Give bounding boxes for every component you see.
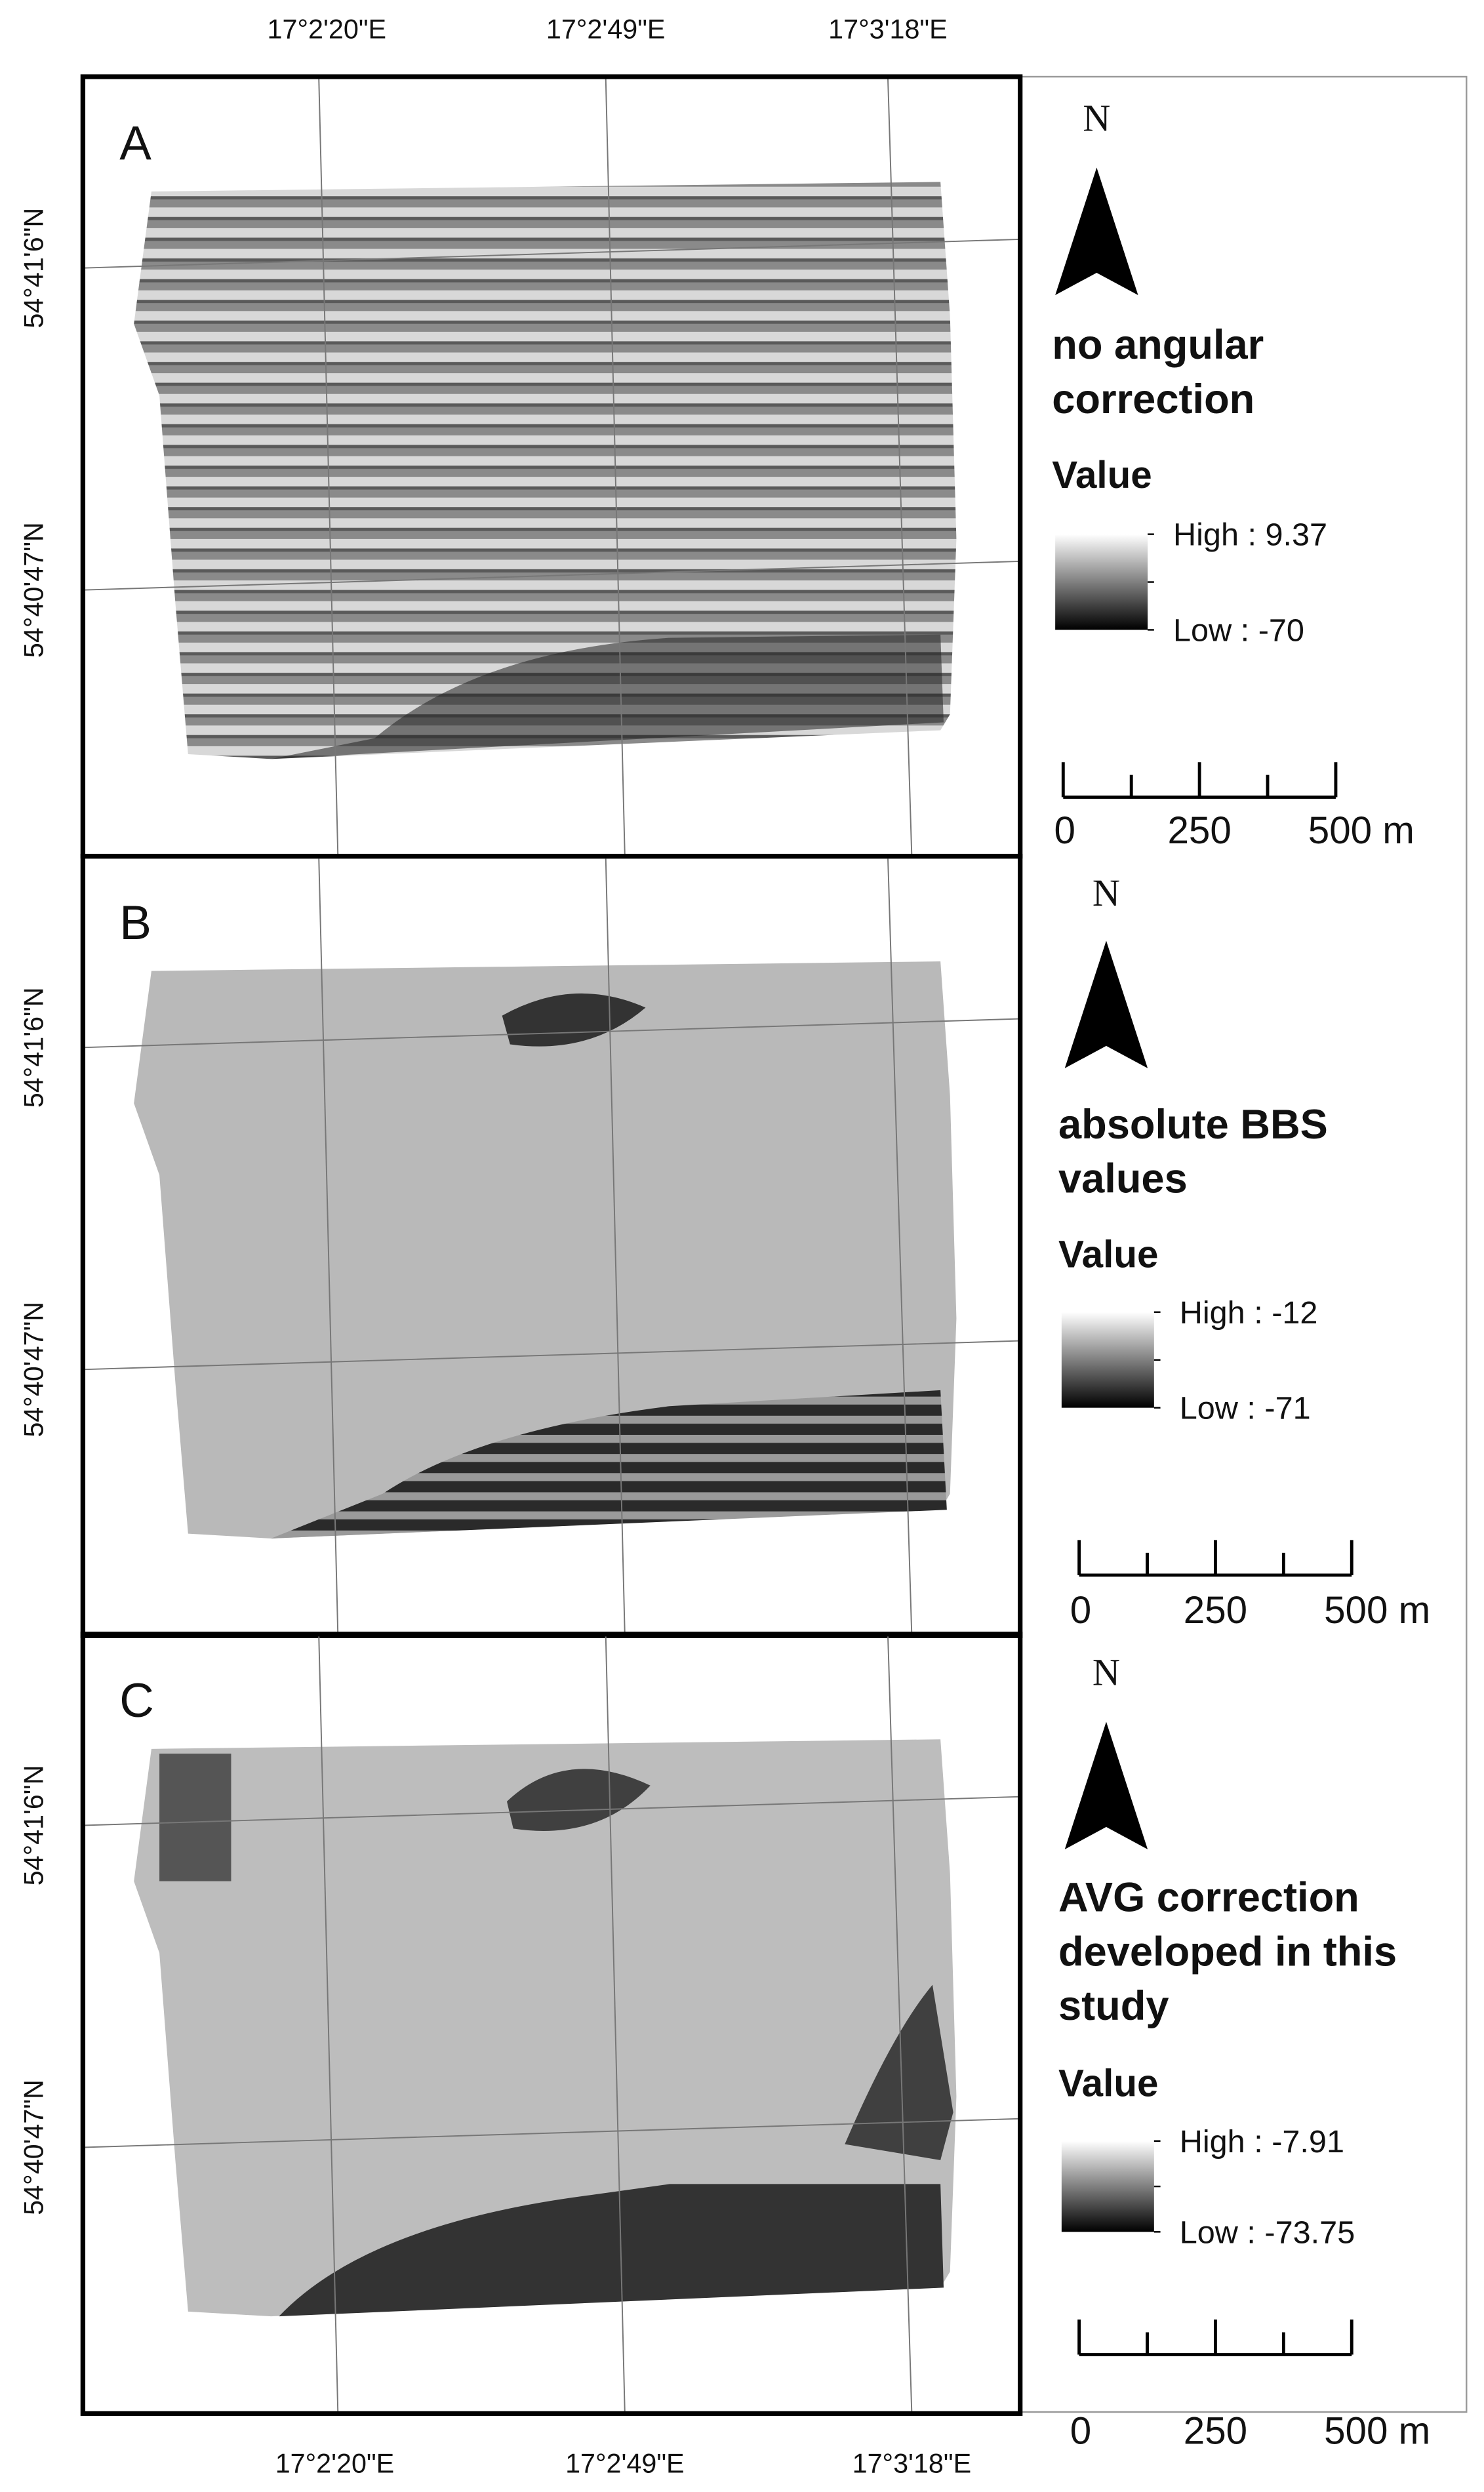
graticule <box>605 1634 626 2414</box>
scale-label: 500 m <box>1308 809 1414 852</box>
value-heading: Value <box>1058 2062 1158 2105</box>
latitude-label: 54°41'6"N <box>19 987 49 1108</box>
panel-letter: C <box>119 1674 154 1727</box>
map-stripe-area <box>271 1390 947 1538</box>
graticule <box>887 76 913 856</box>
map-dark-area <box>271 634 944 759</box>
latitude-label: 54°40'47"N <box>19 2080 49 2215</box>
map-dark-patch <box>506 1769 651 1831</box>
map-dark-area <box>279 2184 944 2317</box>
latitude-label: 54°40'47"N <box>19 522 49 658</box>
graticule <box>83 238 1020 269</box>
map-frame <box>80 1632 1023 2417</box>
legend-title: study <box>1058 1983 1169 2029</box>
legend-high: High : -12 <box>1180 1295 1318 1331</box>
legend-low: Low : -73.75 <box>1180 2215 1355 2250</box>
graticule <box>318 856 339 1636</box>
graticule <box>83 2118 1020 2148</box>
graticule <box>83 1796 1020 1826</box>
latitude-label: 54°41'6"N <box>19 208 49 329</box>
color-ramp <box>1055 534 1148 630</box>
panel-letter: B <box>119 896 151 950</box>
legend-low: Low : -71 <box>1180 1391 1311 1426</box>
graticule <box>83 1018 1020 1049</box>
longitude-label-bottom: 17°2'49"E <box>565 2448 685 2478</box>
longitude-label-top: 17°2'49"E <box>546 14 666 45</box>
longitude-label-bottom: 17°2'20"E <box>275 2448 395 2478</box>
scale-label: 250 <box>1167 809 1231 852</box>
graticule <box>605 856 626 1636</box>
latitude-label: 54°40'47"N <box>19 1302 49 1437</box>
longitude-label-top: 17°2'20"E <box>268 14 387 45</box>
color-ramp <box>1061 2140 1154 2232</box>
scale-label: 250 <box>1184 1589 1247 1632</box>
graticule <box>83 1340 1020 1371</box>
map-raster <box>134 1739 957 2317</box>
graticule <box>887 856 913 1636</box>
scale-label: 500 m <box>1324 2410 1430 2453</box>
legend-title: no angular <box>1052 322 1264 368</box>
north-arrow <box>1064 1721 1148 1849</box>
graticule <box>83 560 1020 591</box>
map-raster <box>134 182 957 759</box>
north-arrow <box>1055 167 1138 296</box>
scale-label: 0 <box>1070 1589 1091 1632</box>
legend-title: absolute BBS <box>1058 1102 1328 1148</box>
legend-title: values <box>1058 1156 1188 1202</box>
scale-label: 250 <box>1184 2410 1247 2453</box>
north-label: N <box>1093 872 1120 914</box>
legend-high: High : -7.91 <box>1180 2124 1344 2160</box>
graticule <box>605 76 626 856</box>
legend-title: correction <box>1052 376 1254 422</box>
graticule <box>887 1634 913 2414</box>
panel-letter: A <box>119 117 151 170</box>
panel: A 54°41'6"N 54°40'47"N Nno angular correctio… <box>19 74 1414 859</box>
map-dark-patch <box>159 1754 231 1881</box>
scale-label: 0 <box>1070 2410 1091 2453</box>
graticule <box>318 1634 339 2414</box>
north-arrow <box>1064 940 1148 1068</box>
north-label: N <box>1083 97 1110 140</box>
legend-high: High : 9.37 <box>1173 517 1327 553</box>
legend-title: developed in this <box>1058 1929 1397 1975</box>
value-heading: Value <box>1052 454 1152 496</box>
latitude-label: 54°41'6"N <box>19 1765 49 1886</box>
graticule <box>318 76 339 856</box>
longitude-label-top: 17°3'18"E <box>828 14 948 45</box>
map-dark-patch <box>845 1984 953 2160</box>
longitude-label-bottom: 17°3'18"E <box>852 2448 972 2478</box>
panel: C 54°41'6"N 54°40'47"N N AVG correction devel… <box>19 1632 1430 2453</box>
scale-label: 0 <box>1054 809 1075 852</box>
legend-low: Low : -70 <box>1173 613 1304 648</box>
north-label: N <box>1093 1651 1120 1694</box>
scale-label: 500 m <box>1324 1589 1430 1632</box>
color-ramp <box>1061 1312 1154 1408</box>
legend-title: AVG correction <box>1058 1875 1359 1921</box>
map-raster <box>134 961 957 1538</box>
value-heading: Value <box>1058 1234 1158 1276</box>
